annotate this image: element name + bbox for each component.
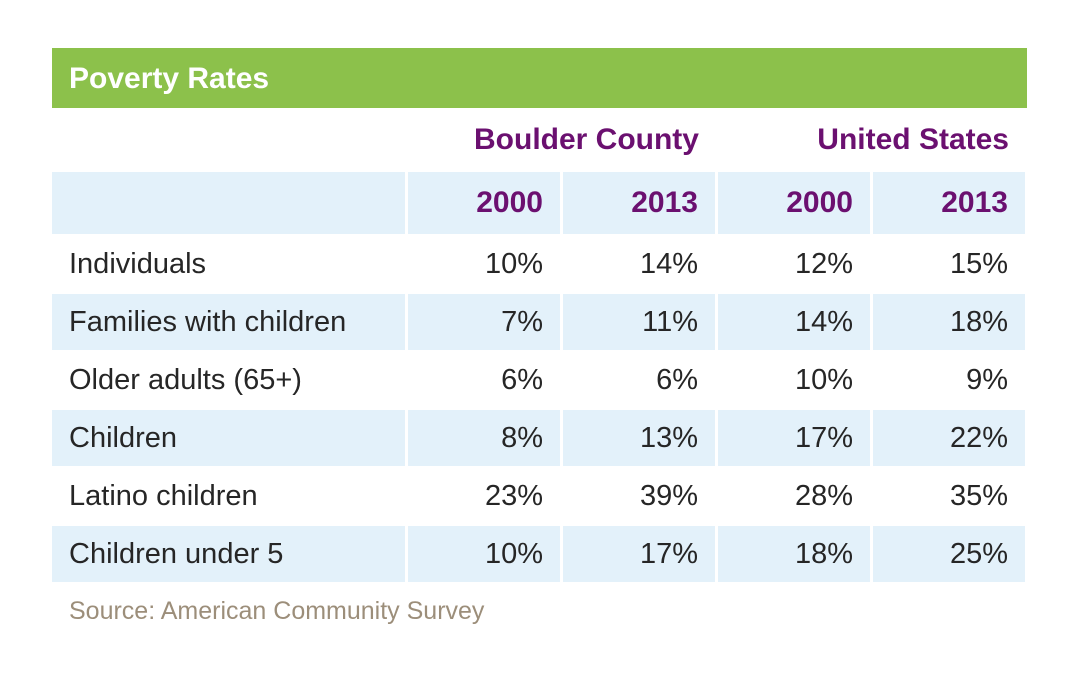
table-cell: 18% [718, 526, 870, 582]
table-cell: 25% [873, 526, 1025, 582]
source-note: Source: American Community Survey [69, 597, 485, 625]
table-cell: 8% [408, 410, 560, 466]
row-label: Individuals [69, 248, 207, 280]
table-cell: 28% [794, 480, 853, 512]
table-cell: 12% [794, 248, 853, 280]
table-cell: 18% [873, 294, 1025, 350]
row-label: Older adults (65+) [69, 364, 302, 396]
table-cell: 10% [794, 364, 853, 396]
year-header: 2013 [873, 172, 1025, 234]
table-cell: 11% [563, 294, 715, 350]
row-label: Children [52, 410, 405, 466]
group-header-boulder-county: Boulder County [474, 123, 699, 156]
table-cell: 9% [966, 364, 1008, 396]
table-cell: 39% [639, 480, 698, 512]
year-header-blank [52, 172, 405, 234]
table-cell: 22% [873, 410, 1025, 466]
table-cell: 17% [718, 410, 870, 466]
year-header: 2000 [408, 172, 560, 234]
row-label: Latino children [69, 480, 258, 512]
row-label: Families with children [52, 294, 405, 350]
group-header-united-states: United States [817, 123, 1009, 156]
table-cell: 14% [639, 248, 698, 280]
table-cell: 17% [563, 526, 715, 582]
year-header: 2013 [563, 172, 715, 234]
table-cell: 6% [501, 364, 543, 396]
title-banner: Poverty Rates [52, 48, 1027, 108]
table-cell: 14% [718, 294, 870, 350]
table-cell: 7% [408, 294, 560, 350]
table-cell: 15% [949, 248, 1008, 280]
table-cell: 23% [484, 480, 543, 512]
table-title: Poverty Rates [69, 62, 270, 95]
table-cell: 13% [563, 410, 715, 466]
table-cell: 10% [408, 526, 560, 582]
table-cell: 10% [484, 248, 543, 280]
row-label: Children under 5 [52, 526, 405, 582]
table-cell: 35% [949, 480, 1008, 512]
table-cell: 6% [656, 364, 698, 396]
year-header: 2000 [718, 172, 870, 234]
